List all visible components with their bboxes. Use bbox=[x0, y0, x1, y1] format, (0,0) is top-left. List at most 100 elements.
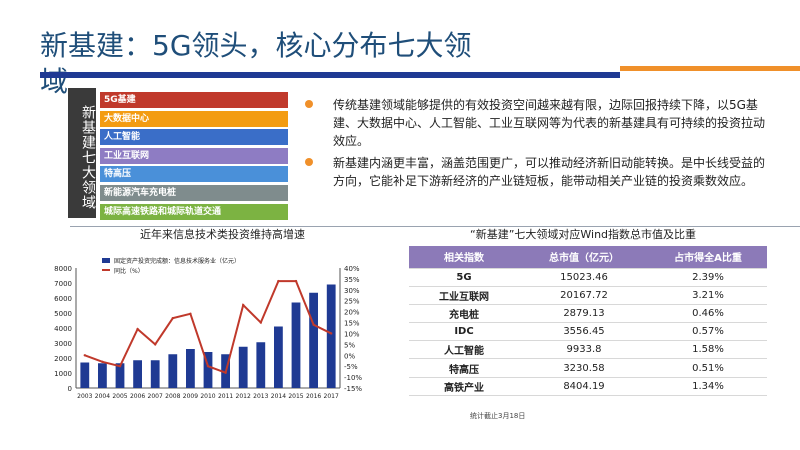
chart-bar bbox=[238, 346, 248, 388]
slide-title: 新基建：5G领头，核心分布七大领域 bbox=[40, 29, 472, 98]
growth-point bbox=[259, 321, 262, 324]
table-cell: 20167.72 bbox=[519, 286, 649, 305]
y-left-tick-label: 7000 bbox=[54, 280, 72, 288]
x-tick-label: 2012 bbox=[236, 393, 251, 400]
growth-point bbox=[118, 364, 122, 368]
growth-point bbox=[83, 354, 86, 357]
table-header-cell: 占市得全A比重 bbox=[649, 246, 767, 269]
growth-point bbox=[224, 371, 227, 374]
table-cell: 特高压 bbox=[409, 358, 519, 378]
y-left-tick-label: 4000 bbox=[54, 325, 72, 333]
x-tick-label: 2006 bbox=[130, 393, 145, 400]
title-rule-orange bbox=[620, 66, 800, 71]
investment-chart: 0 1000 2000 3000 4000 5000 6000 7000 8000 -15% -10… bbox=[54, 257, 362, 400]
growth-point bbox=[101, 360, 104, 364]
table-cell: 5G bbox=[409, 268, 519, 287]
chart-bar bbox=[80, 362, 90, 388]
x-tick-label: 2015 bbox=[288, 393, 303, 400]
table-cell: 3230.58 bbox=[519, 358, 649, 378]
bullet-dot-icon bbox=[305, 100, 313, 108]
table-row: 人工智能 9933.8 1.58% bbox=[409, 340, 767, 360]
legend-line-label: 同比（%） bbox=[114, 267, 144, 275]
table-cell: 2.39% bbox=[649, 268, 767, 287]
x-tick-label: 2017 bbox=[324, 393, 339, 400]
y-left-tick-label: 6000 bbox=[54, 295, 72, 303]
y-right-tick-label: -10% bbox=[344, 374, 362, 382]
chart-bar bbox=[115, 363, 125, 388]
bullet-list: 传统基建领域能够提供的有效投资空间越来越有限，边际回报持续下降，以5G基建、大数… bbox=[305, 96, 775, 194]
table-cell: 9933.8 bbox=[519, 340, 649, 360]
growth-point bbox=[312, 323, 315, 326]
y-left-tick-label: 8000 bbox=[54, 265, 72, 273]
y-right-tick-label: 0% bbox=[344, 352, 355, 360]
table-row: 高铁产业 8404.19 1.34% bbox=[409, 377, 767, 396]
chart-bar bbox=[274, 326, 283, 388]
bullet-item: 新基建内涵更丰富，涵盖范围更广，可以推动经济新旧动能转换。是中长线受益的方向，它… bbox=[305, 154, 775, 190]
category-bar-5g: 5G基建 bbox=[100, 92, 288, 108]
table-cell: 人工智能 bbox=[409, 340, 519, 360]
table-row: IDC 3556.45 0.57% bbox=[409, 322, 767, 342]
table-cell: 工业互联网 bbox=[409, 286, 519, 305]
x-tick-label: 2004 bbox=[95, 393, 110, 400]
table-cell: 8404.19 bbox=[519, 377, 649, 396]
category-bar-intercity-rail: 城际高速铁路和城际轨道交通 bbox=[100, 203, 288, 220]
chart-bar bbox=[150, 360, 160, 388]
x-tick-label: 2007 bbox=[148, 393, 163, 400]
category-bar-uhv: 特高压 bbox=[100, 166, 288, 183]
chart-bar bbox=[256, 342, 266, 388]
table-header-cell: 总市值（亿元） bbox=[519, 246, 649, 269]
table-cell: 充电桩 bbox=[409, 304, 519, 324]
growth-point bbox=[136, 327, 139, 331]
y-left-tick-label: 5000 bbox=[54, 310, 72, 318]
growth-point bbox=[294, 279, 298, 283]
x-tick-label: 2003 bbox=[77, 393, 92, 400]
chart-bar bbox=[326, 284, 336, 388]
x-tick-label: 2008 bbox=[165, 393, 180, 400]
bullet-text: 新基建内涵更丰富，涵盖范围更广，可以推动经济新旧动能转换。是中长线受益的方向，它… bbox=[333, 156, 766, 188]
growth-point bbox=[171, 316, 174, 320]
legend-bar-swatch bbox=[102, 258, 110, 263]
x-tick-label: 2014 bbox=[271, 393, 286, 400]
category-bars: 5G基建 大数据中心 人工智能 工业互联网 特高压 新能源汽车充电桩 城际高速铁… bbox=[100, 92, 288, 222]
growth-point bbox=[277, 279, 280, 283]
table-cell: 15023.46 bbox=[519, 268, 649, 287]
y-right-tick-label: 30% bbox=[344, 287, 360, 295]
x-tick-label: 2005 bbox=[112, 393, 127, 400]
table-cell: 0.46% bbox=[649, 304, 767, 324]
y-right-tick-label: 35% bbox=[344, 276, 360, 284]
table-header-cell: 相关指数 bbox=[409, 246, 519, 269]
bullet-text: 传统基建领域能够提供的有效投资空间越来越有限，边际回报持续下降，以5G基建、大数… bbox=[333, 98, 766, 148]
seven-fields-label: 新基建七大领域 bbox=[68, 88, 96, 218]
table-cell: 0.57% bbox=[649, 322, 767, 342]
y-right-tick-label: -15% bbox=[344, 385, 362, 393]
table-header-row: 相关指数 总市值（亿元） 占市得全A比重 bbox=[409, 246, 767, 269]
y-right-tick-label: 5% bbox=[344, 341, 355, 349]
table-cell: 1.58% bbox=[649, 340, 767, 360]
category-bar-ai: 人工智能 bbox=[100, 129, 288, 146]
growth-point bbox=[242, 303, 245, 307]
table-cell: 3.21% bbox=[649, 286, 767, 305]
bullet-dot-icon bbox=[305, 158, 313, 166]
table-row: 工业互联网 20167.72 3.21% bbox=[409, 286, 767, 305]
growth-point bbox=[330, 332, 333, 335]
y-left-tick-label: 0 bbox=[68, 385, 72, 393]
table-cell: 1.34% bbox=[649, 377, 767, 396]
x-tick-label: 2009 bbox=[183, 393, 198, 400]
table-row: 充电桩 2879.13 0.46% bbox=[409, 304, 767, 324]
section-divider bbox=[70, 226, 800, 227]
y-right-tick-label: 25% bbox=[344, 298, 360, 306]
chart-heading: 近年来信息技术类投资维持高增速 bbox=[140, 228, 305, 241]
category-bar-data-center: 大数据中心 bbox=[100, 110, 288, 127]
y-right-tick-label: 40% bbox=[344, 265, 360, 273]
x-tick-label: 2016 bbox=[306, 393, 321, 400]
table-heading: “新基建”七大领域对应Wind指数总市值及比重 bbox=[470, 228, 697, 241]
y-right-tick-label: 10% bbox=[344, 330, 360, 338]
y-left-tick-label: 2000 bbox=[54, 355, 72, 363]
footnote: 统计截止3月18日 bbox=[470, 412, 526, 420]
category-bar-industrial-internet: 工业互联网 bbox=[100, 147, 288, 164]
bullet-item: 传统基建领域能够提供的有效投资空间越来越有限，边际回报持续下降，以5G基建、大数… bbox=[305, 96, 775, 150]
chart-bar bbox=[133, 360, 142, 388]
x-tick-label: 2013 bbox=[253, 393, 268, 400]
category-bar-ev-charging: 新能源汽车充电桩 bbox=[100, 184, 288, 201]
table-cell: 3556.45 bbox=[519, 322, 649, 342]
